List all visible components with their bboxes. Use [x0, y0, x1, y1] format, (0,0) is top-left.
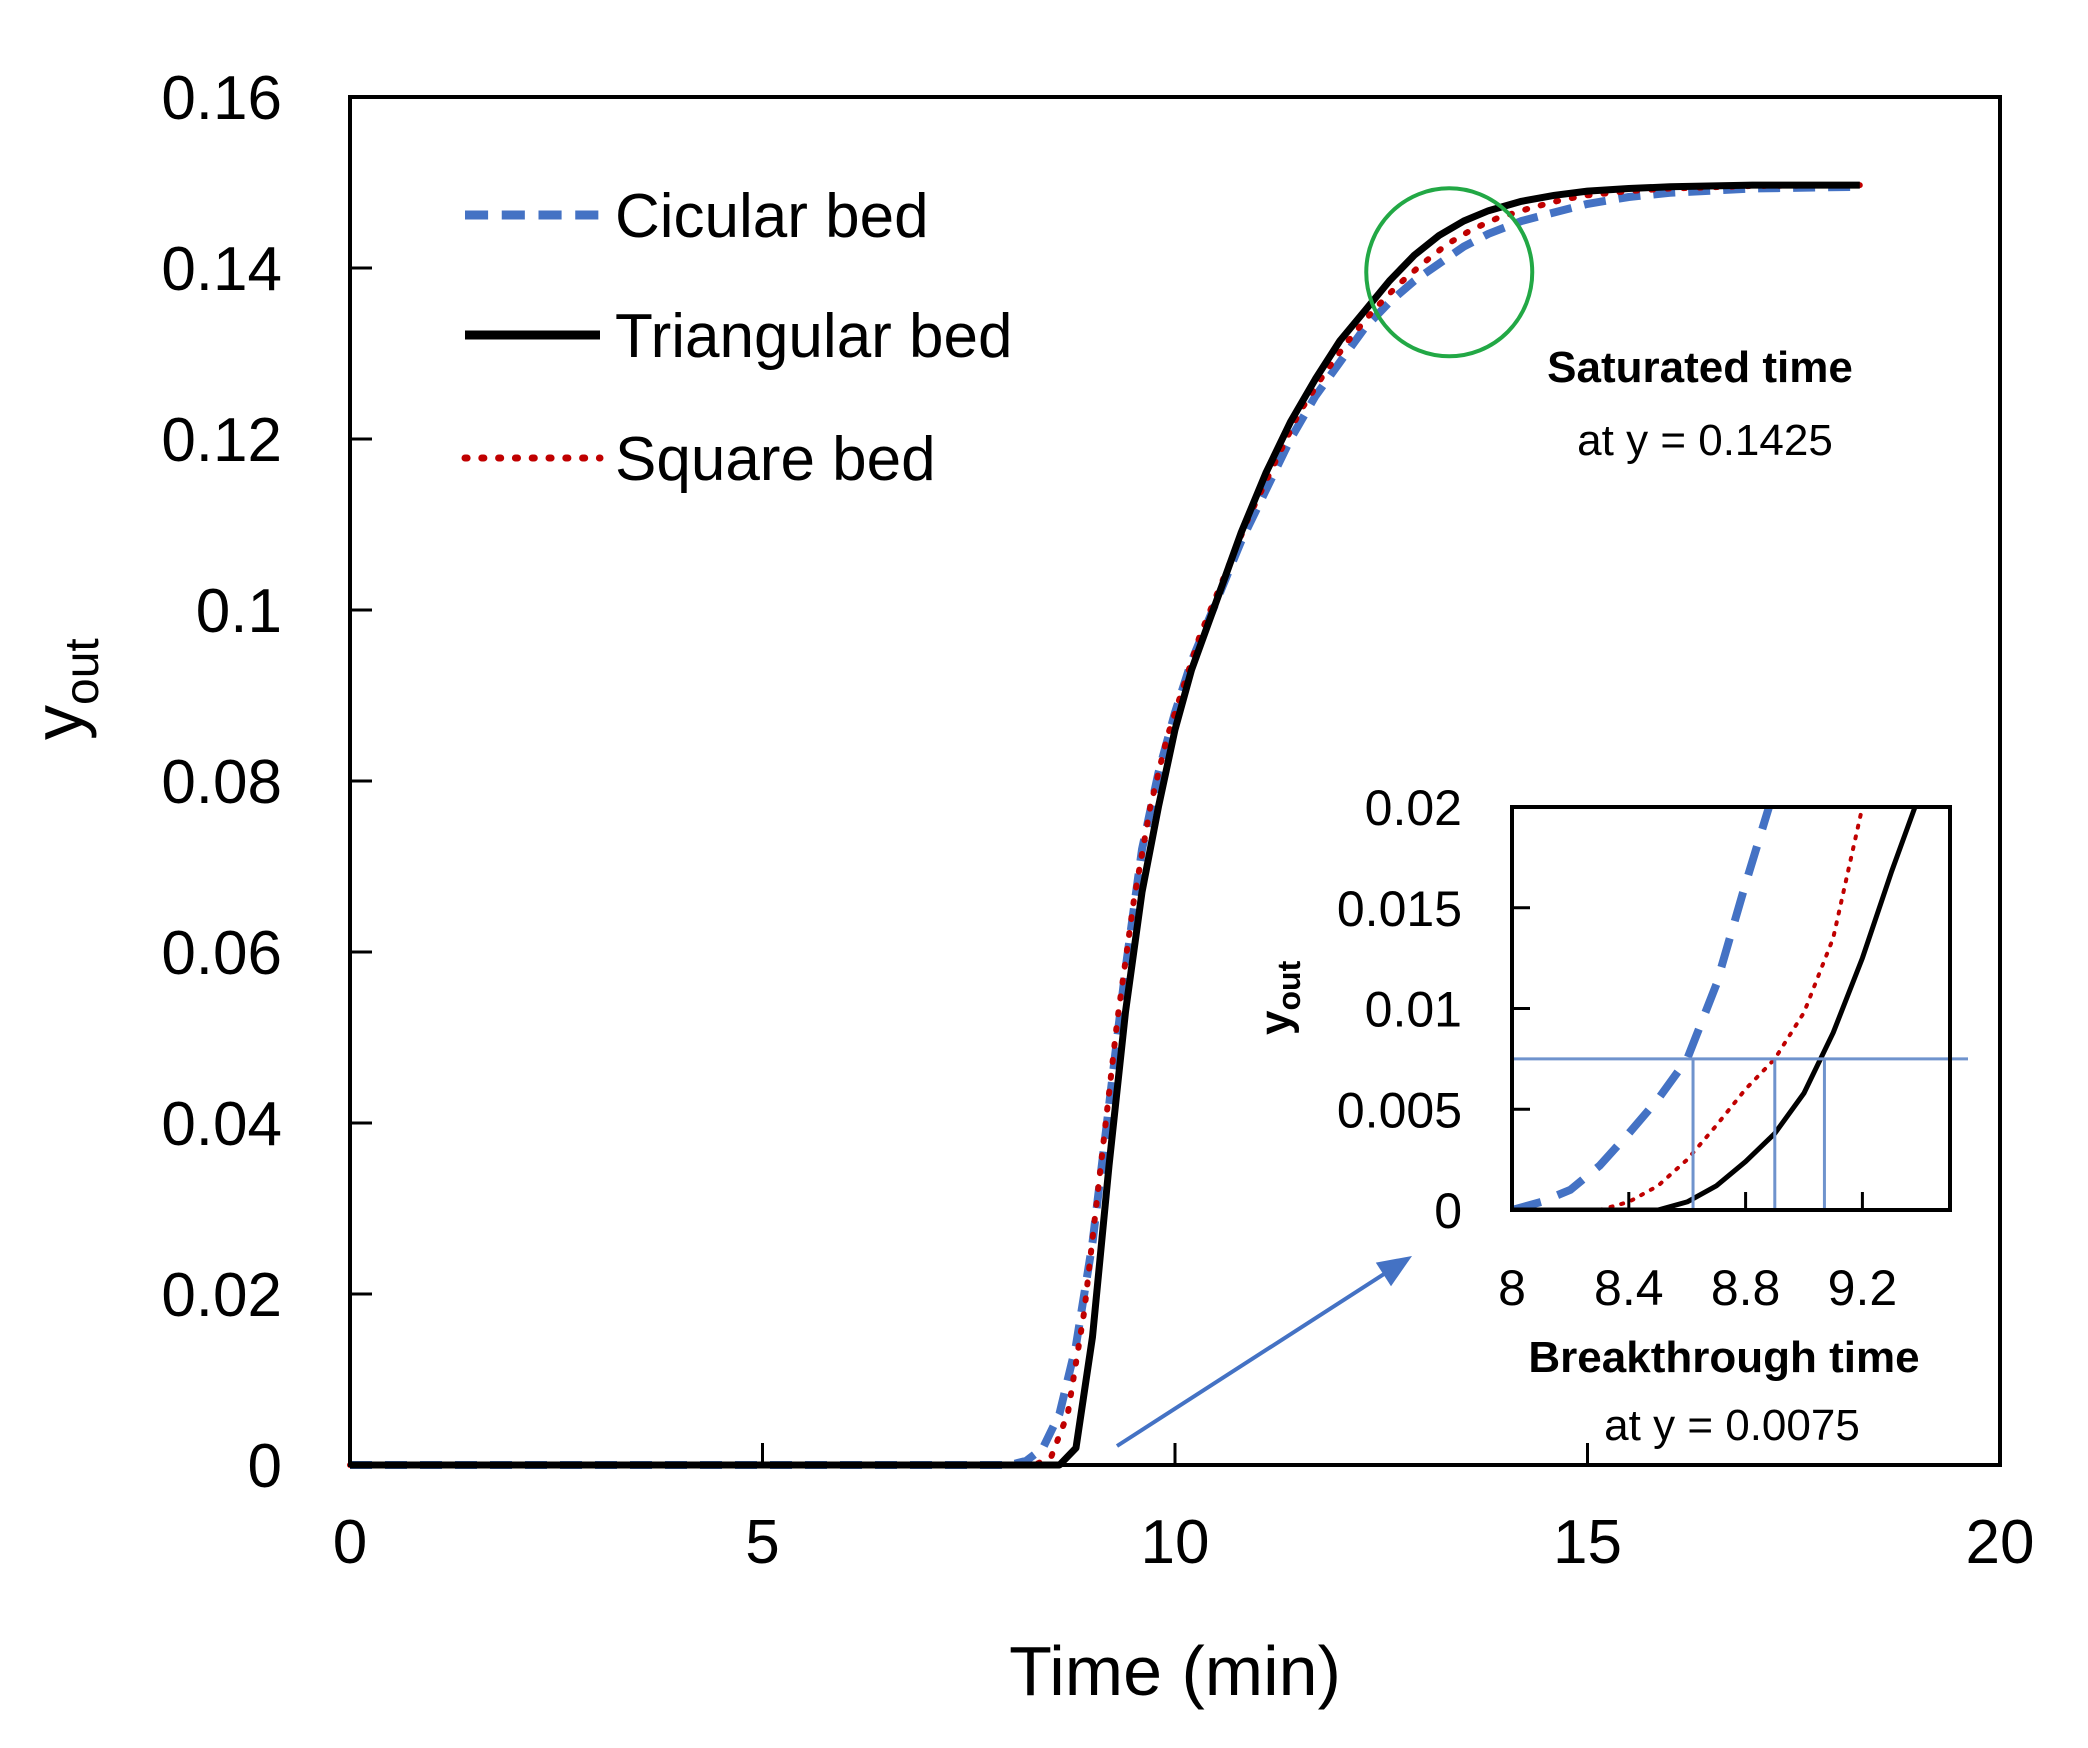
inset-y-axis-title-main: y — [1251, 1010, 1300, 1035]
annotations: Saturated time at y = 0.1425 — [1115, 186, 1853, 1448]
inset-y-tick-label: 0.02 — [1365, 780, 1462, 836]
y-tick-label: 0.08 — [161, 748, 282, 817]
inset-y-tick-label: 0.005 — [1337, 1082, 1462, 1138]
series-group — [347, 181, 1863, 1469]
y-tick-label: 0.12 — [161, 406, 282, 475]
inset-series-line-cicular-bed — [1512, 807, 1773, 1210]
y-tick-label: 0.04 — [161, 1090, 282, 1159]
legend-label: Square bed — [615, 425, 936, 494]
inset-x-axis-title: Breakthrough time — [1528, 1333, 1919, 1382]
legend-label: Triangular bed — [615, 302, 1013, 371]
y-tick-label: 0.06 — [161, 919, 282, 988]
y-tick-label: 0.14 — [161, 235, 282, 304]
legend: Cicular bed Triangular bed Square bed — [461, 182, 1013, 494]
x-tick-label: 5 — [745, 1508, 779, 1577]
x-tick-label: 20 — [1966, 1508, 2035, 1577]
saturated-time-value: at y = 0.1425 — [1577, 416, 1833, 465]
inset-x-axis-subtitle: at y = 0.0075 — [1604, 1401, 1860, 1450]
inset-background — [1512, 807, 1950, 1210]
y-tick-label: 0.1 — [196, 577, 282, 646]
inset-y-tick-label: 0.01 — [1365, 982, 1462, 1038]
arrow-shaft — [1115, 1263, 1400, 1448]
inset-y-tick-label: 0 — [1434, 1183, 1462, 1239]
y-tick-label: 0.02 — [161, 1261, 282, 1330]
x-tick-label: 15 — [1553, 1508, 1622, 1577]
x-tick-label: 10 — [1141, 1508, 1210, 1577]
saturated-time-circle — [1364, 186, 1535, 359]
inset-chart: 0 0.005 0.01 0.015 0.02 8 8.4 8.8 9.2 yout Breakth… — [1251, 780, 1968, 1450]
inset-x-tick-label: 9.2 — [1828, 1260, 1898, 1316]
inset-series-line-square-bed — [1512, 807, 1865, 1210]
arrow-head — [1375, 1256, 1412, 1287]
x-axis-title: Time (min) — [1009, 1632, 1341, 1710]
inset-y-tick-label: 0.015 — [1337, 881, 1462, 937]
main-chart: 0 0.02 0.04 0.06 0.08 0.1 0.12 0.14 0.16 0 5 10 15 20… — [19, 64, 2034, 1710]
y-tick-label: 0.16 — [161, 64, 282, 133]
y-axis-title: yout — [19, 638, 109, 740]
inset-x-tick-label: 8 — [1498, 1260, 1526, 1316]
inset-y-axis-title: yout — [1251, 960, 1307, 1035]
y-axis-title-sub: out — [56, 638, 109, 705]
series-line-cicular-bed — [350, 182, 1860, 1469]
inset-x-tick-label: 8.4 — [1594, 1260, 1664, 1316]
legend-label: Cicular bed — [615, 182, 929, 251]
inset-x-tick-label: 8.8 — [1711, 1260, 1781, 1316]
x-tick-label: 0 — [333, 1508, 367, 1577]
y-axis-title-main: y — [19, 705, 97, 740]
inset-y-axis-title-sub: out — [1271, 960, 1307, 1010]
saturated-time-title: Saturated time — [1547, 343, 1853, 392]
y-tick-label: 0 — [248, 1432, 282, 1501]
series-line-triangular-bed — [350, 181, 1860, 1469]
